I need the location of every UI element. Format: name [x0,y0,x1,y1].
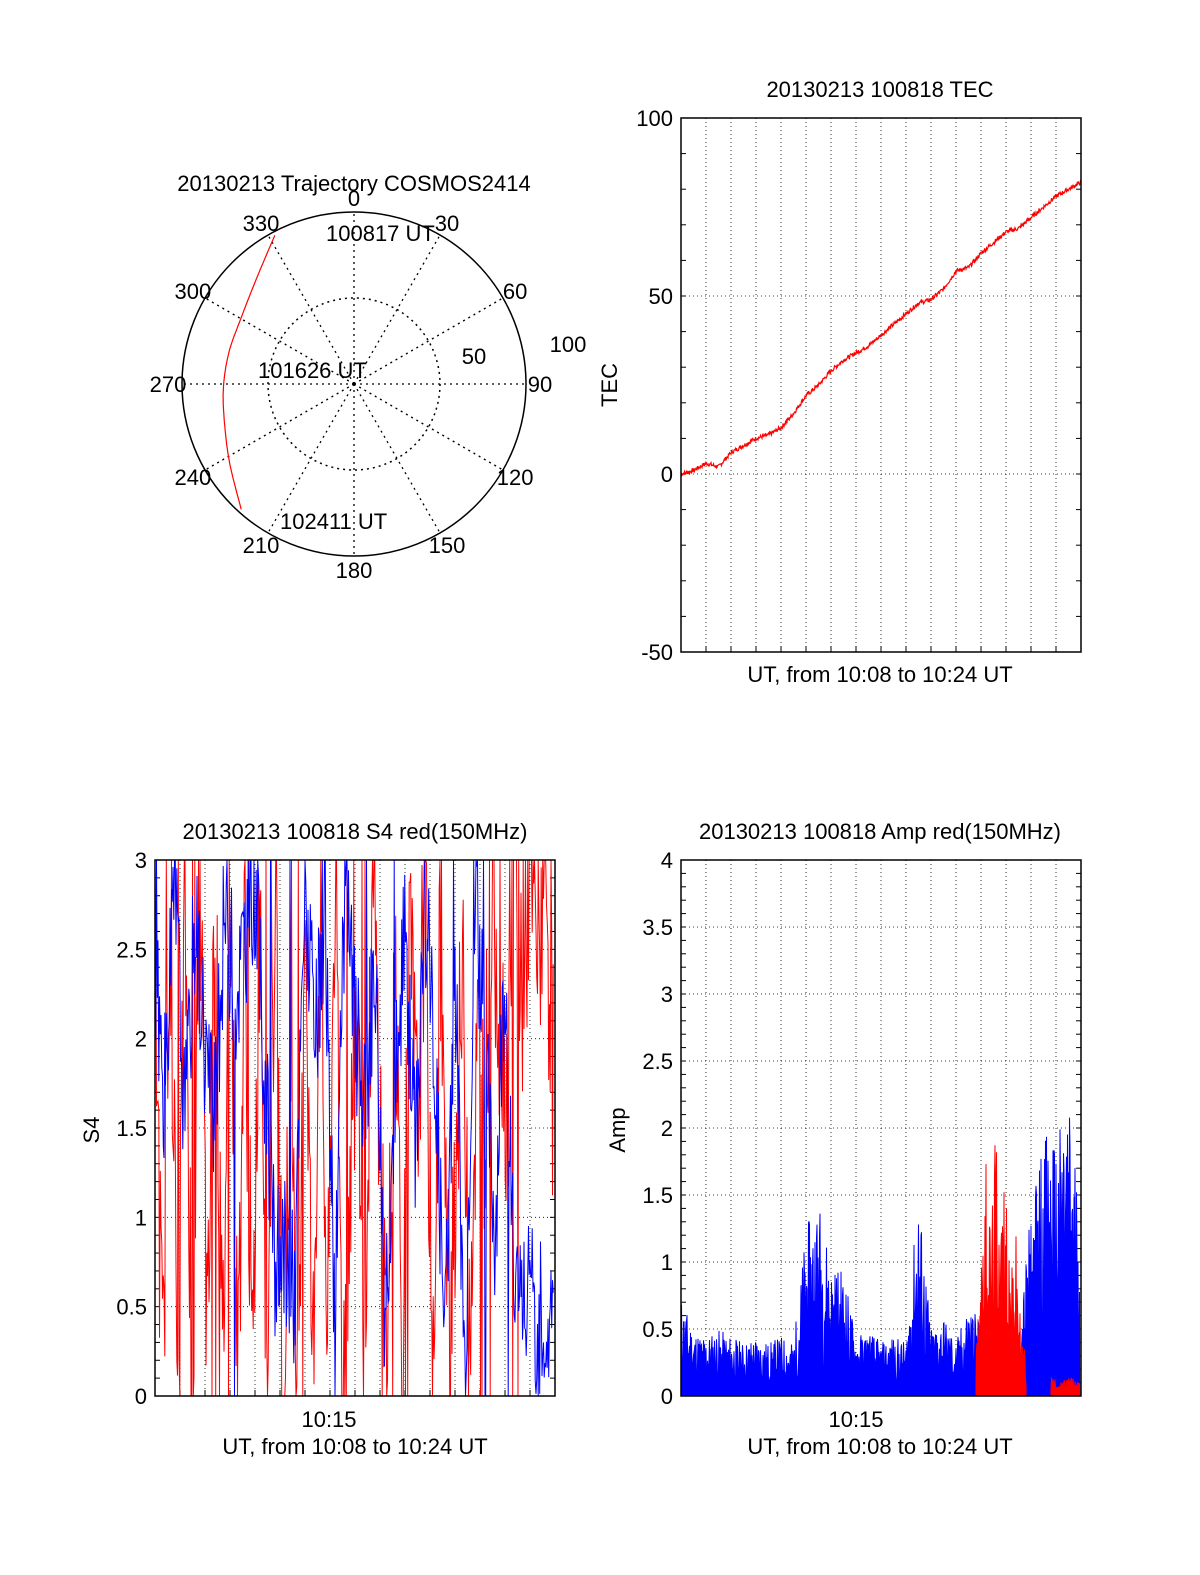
s4-ytick-label: 3 [135,848,147,873]
s4-ytick-label: 1.5 [116,1116,147,1141]
polar-azimuth-label: 150 [429,533,466,558]
amp-ytick-label: 0.5 [642,1317,673,1342]
amp-ylabel: Amp [605,1107,630,1152]
amp-xlabel: UT, from 10:08 to 10:24 UT [747,1434,1012,1459]
amp-ytick-label: 1 [661,1250,673,1275]
s4-ytick-label: 1 [135,1205,147,1230]
s4-plot-frame [154,859,556,1397]
polar-annotation-end: 102411 UT [280,509,387,534]
polar-azimuth-label: 270 [150,372,187,397]
amp-ytick-label: 2.5 [642,1049,673,1074]
s4-ytick-label: 0.5 [116,1295,147,1320]
tec-ylabel: TEC [597,363,622,407]
amp-ytick-label: 4 [661,848,673,873]
s4-y-tick-labels: 0 0.5 1 1.5 2 2.5 3 [116,848,147,1409]
polar-spoke [204,383,355,471]
tec-ytick-label: -50 [641,640,673,665]
polar-azimuth-label: 330 [243,211,280,236]
polar-radial-label-50: 50 [462,344,486,369]
polar-azimuth-label: 90 [528,372,552,397]
tec-ytick-label: 50 [649,284,673,309]
amp-grid [681,860,1081,1397]
amp-ytick-label: 1.5 [642,1183,673,1208]
polar-spoke [353,234,441,385]
s4-title: 20130213 100818 S4 red(150MHz) [183,819,528,844]
amp-plot-frame [680,859,1082,1397]
polar-azimuth-label: 300 [175,279,212,304]
polar-azimuth-labels: 0 30 60 90 120 150 180 210 240 270 300 330 [150,186,553,583]
polar-azimuth-label: 120 [497,465,534,490]
s4-ytick-label: 2 [135,1027,147,1052]
polar-annotation-mid: 101626 UT [258,358,367,383]
s4-chart: 20130213 100818 S4 red(150MHz) 0 0.5 1 1.5 2… [79,819,556,1459]
polar-spoke [353,383,441,534]
s4-red-series [154,859,554,1397]
tec-series-line [680,179,1082,477]
polar-annotation-start: 100817 UT [326,221,435,246]
amp-chart: 20130213 100818 Amp red(150MHz) 0 0.5 1 1.5… [605,819,1082,1459]
tec-ytick-label: 0 [661,462,673,487]
tec-plot-frame [680,117,1082,653]
polar-spoke [353,297,504,385]
s4-ytick-label: 2.5 [116,937,147,962]
amp-y-tick-labels: 0 0.5 1 1.5 2 2.5 3 3.5 4 [642,848,673,1409]
polar-azimuth-label: 0 [348,186,360,211]
polar-azimuth-label: 60 [503,279,527,304]
polar-spoke [267,234,355,385]
polar-trajectory-track [222,234,276,510]
amp-title: 20130213 100818 Amp red(150MHz) [699,819,1061,844]
tec-ytick-label: 100 [636,106,673,131]
tec-y-tick-labels: -50 0 50 100 [636,106,673,665]
polar-spoke [204,297,355,385]
polar-spoke [353,383,504,471]
polar-spokes [182,212,526,556]
polar-title: 20130213 Trajectory COSMOS2414 [177,171,530,196]
amp-ytick-label: 0 [661,1384,673,1409]
polar-outer-circle [181,211,527,557]
tec-title: 20130213 100818 TEC [766,77,993,102]
polar-trajectory-chart: 20130213 Trajectory COSMOS2414 0 30 60 90 12… [150,171,587,583]
amp-red-series-end [1050,1377,1081,1397]
tec-xlabel: UT, from 10:08 to 10:24 UT [747,662,1012,687]
s4-xtick-label: 10:15 [301,1407,356,1432]
amp-ytick-label: 3.5 [642,915,673,940]
amp-ytick-label: 3 [661,982,673,1007]
s4-ylabel: S4 [79,1117,104,1144]
tec-chart: 20130213 100818 TEC -50 0 50 100 UT, from 1… [597,77,1082,687]
polar-azimuth-label: 210 [243,533,280,558]
polar-radial-label-100: 100 [550,332,587,357]
amp-xtick-label: 10:15 [828,1407,883,1432]
polar-azimuth-label: 240 [175,465,212,490]
s4-blue-series [154,859,554,1397]
s4-ytick-label: 0 [135,1384,147,1409]
polar-spoke [267,383,355,534]
amp-ytick-label: 2 [661,1116,673,1141]
tec-grid [681,117,1081,653]
polar-azimuth-label: 30 [435,211,459,236]
polar-azimuth-label: 180 [336,558,373,583]
s4-xlabel: UT, from 10:08 to 10:24 UT [222,1434,487,1459]
amp-red-series [975,1145,1027,1397]
